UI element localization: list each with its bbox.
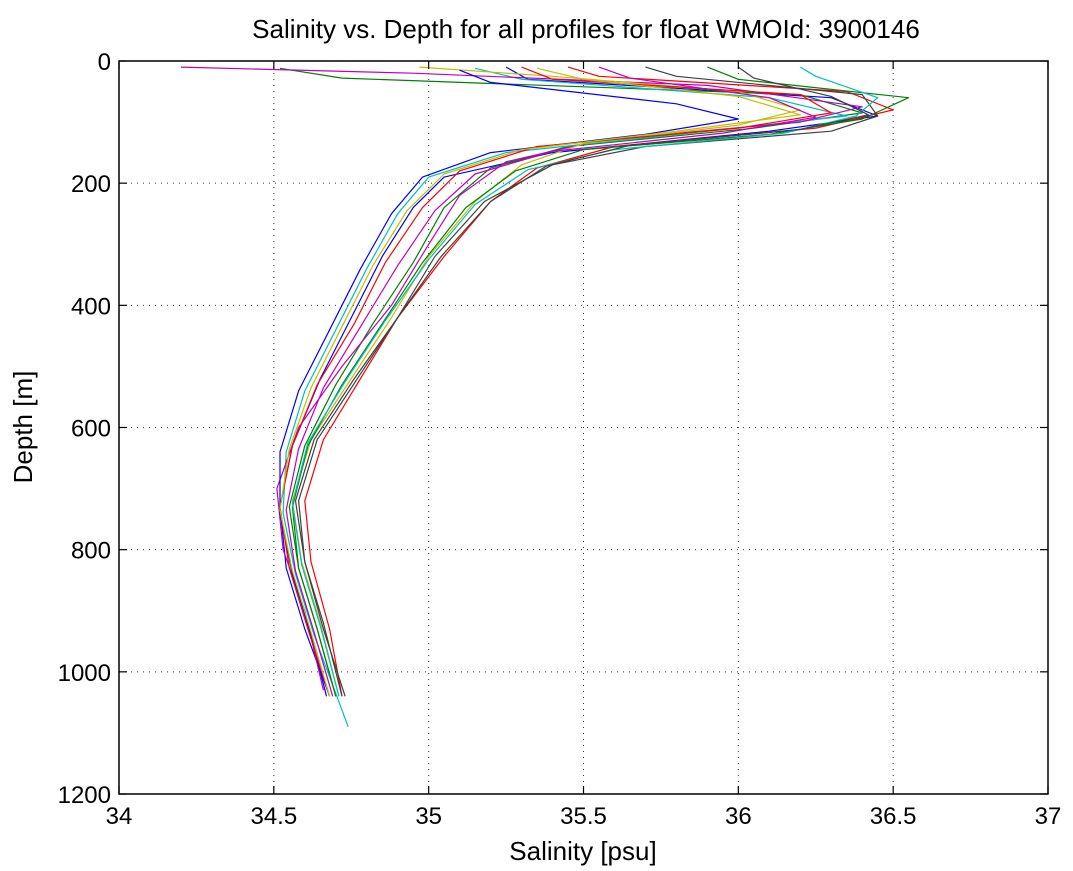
profile-line (298, 66, 870, 697)
profile-line (279, 67, 863, 697)
grid (119, 61, 1048, 794)
profile-line (291, 66, 879, 697)
x-tick-label: 37 (1035, 803, 1062, 830)
chart-title: Salinity vs. Depth for all profiles for … (252, 14, 920, 44)
y-axis-label: Depth [m] (8, 371, 38, 484)
profile-line (180, 66, 863, 691)
profile-line (291, 66, 910, 697)
profile-line (282, 67, 848, 728)
y-tick-label: 600 (71, 416, 111, 443)
profile-series (180, 66, 910, 728)
profile-line (279, 69, 739, 697)
axis-ticks: 34 34.5 35 35.5 36 36.5 37 0 200 400 600 800 1000 120… (58, 49, 1062, 830)
profile-line (304, 66, 894, 697)
y-tick-label: 400 (71, 293, 111, 320)
y-tick-label: 0 (98, 49, 111, 76)
x-tick-label: 36 (725, 803, 752, 830)
y-tick-label: 1000 (58, 660, 111, 687)
profile-line (279, 67, 801, 697)
y-tick-label: 1200 (58, 782, 111, 809)
x-tick-label: 35.5 (560, 803, 607, 830)
y-tick-label: 800 (71, 538, 111, 565)
x-tick-label: 35 (415, 803, 442, 830)
profile-line (279, 66, 879, 697)
profile-line (294, 66, 879, 697)
x-tick-label: 34 (106, 803, 133, 830)
x-tick-label: 34.5 (250, 803, 297, 830)
profile-line (285, 66, 817, 697)
profile-line (279, 66, 832, 697)
x-axis-label: Salinity [psu] (509, 836, 656, 866)
x-tick-label: 36.5 (870, 803, 917, 830)
y-tick-label: 200 (71, 171, 111, 198)
